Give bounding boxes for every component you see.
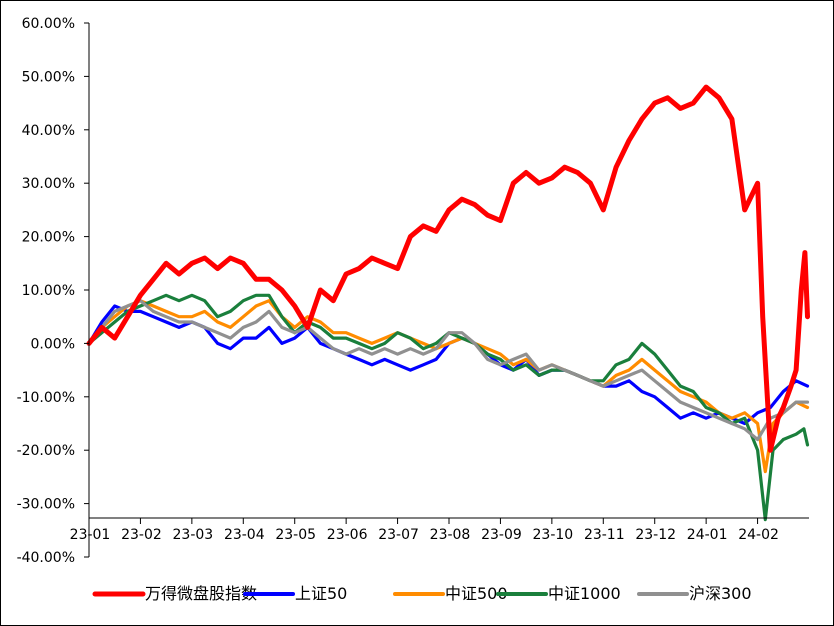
y-tick-label: 60.00%: [22, 16, 75, 32]
x-tick-label: 23-04: [224, 527, 265, 543]
x-tick-label: 23-12: [635, 527, 676, 543]
y-axis-ticks: 60.00% 50.00% 40.00% 30.00% 20.00% 10.00% 0.00…: [17, 16, 89, 566]
x-tick-label: 23-01: [70, 527, 111, 543]
axes: [88, 23, 809, 557]
x-axis-ticks: 23-01 23-02 23-03 23-04 23-05 23-06 23-07 23-08…: [70, 518, 779, 543]
x-tick-label: 23-06: [327, 527, 368, 543]
x-tick-label: 23-03: [173, 527, 214, 543]
y-tick-label: -30.00%: [17, 497, 75, 513]
legend-label: 万得微盘股指数: [145, 584, 257, 603]
x-tick-label: 23-02: [121, 527, 162, 543]
y-tick-label: 0.00%: [31, 336, 75, 352]
legend-label: 中证500: [445, 584, 508, 603]
x-tick-label: 23-09: [481, 527, 522, 543]
y-tick-label: 20.00%: [22, 230, 75, 246]
y-tick-label: 50.00%: [22, 69, 75, 85]
x-tick-label: 24-01: [687, 527, 728, 543]
x-tick-label: 23-05: [275, 527, 316, 543]
series-line-4: [87, 299, 810, 442]
series-line-2: [87, 299, 810, 474]
y-tick-label: -40.00%: [17, 550, 75, 566]
series-lines: [86, 84, 810, 522]
legend-label: 中证1000: [548, 584, 621, 603]
legend: 万得微盘股指数 上证50 中证500 中证1000 沪深300: [92, 584, 752, 603]
y-tick-label: -10.00%: [17, 390, 75, 406]
x-tick-label: 23-10: [533, 527, 574, 543]
legend-label: 上证50: [295, 584, 347, 603]
series-line-0: [86, 84, 810, 453]
x-tick-label: 23-07: [378, 527, 419, 543]
x-tick-label: 23-11: [584, 527, 625, 543]
y-tick-label: -20.00%: [17, 443, 75, 459]
x-tick-label: 23-08: [430, 527, 471, 543]
y-tick-label: 10.00%: [22, 283, 75, 299]
y-tick-label: 40.00%: [22, 123, 75, 139]
legend-label: 沪深300: [689, 584, 752, 603]
x-tick-label: 24-02: [738, 527, 779, 543]
y-tick-label: 30.00%: [22, 176, 75, 192]
series-line-3: [87, 293, 810, 522]
